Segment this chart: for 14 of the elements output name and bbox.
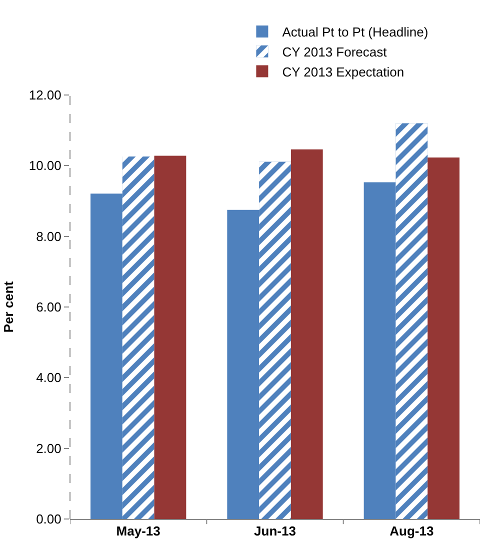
x-tick-label: May-13 [116,524,160,539]
y-tick-label: 10.00 [28,158,62,174]
y-axis-title: Per cent [0,280,16,333]
y-tick-label: 4.00 [36,370,62,386]
legend-label: Actual Pt to Pt (Headline) [282,24,428,40]
legend-label: CY 2013 Forecast [282,44,388,60]
y-tick-label: 12.00 [28,88,62,103]
y-tick-label: 2.00 [36,440,62,456]
x-tick-label: Jun-13 [254,524,296,539]
x-tick-label: Aug-13 [390,524,434,539]
y-tick-label: 0.00 [36,512,62,527]
y-tick-label: 6.00 [36,300,62,315]
legend-label: CY 2013 Expectation [282,64,404,80]
y-tick-label: 8.00 [36,228,62,244]
